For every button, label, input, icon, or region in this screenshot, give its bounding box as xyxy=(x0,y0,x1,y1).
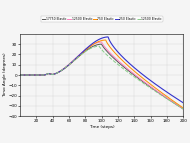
X-axis label: Time (steps): Time (steps) xyxy=(89,125,115,129)
Y-axis label: Torso Angle (degrees): Torso Angle (degrees) xyxy=(3,53,7,97)
Legend: 17750 Elastic, 12500 Elastic, 750 Elastic, 250 Elastic, 12500 Elastic: 17750 Elastic, 12500 Elastic, 750 Elasti… xyxy=(41,16,163,22)
